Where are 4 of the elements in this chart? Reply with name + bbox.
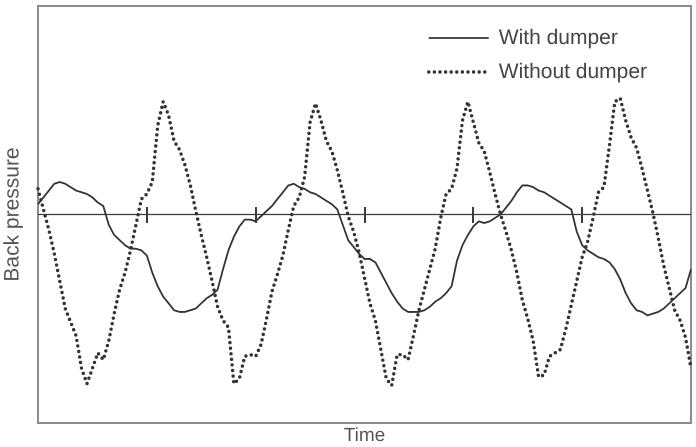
- legend-label: With dumper: [498, 26, 618, 49]
- x-axis-title: Time: [344, 424, 386, 446]
- legend-label: Without dumper: [498, 60, 648, 83]
- y-axis-title: Back pressure: [0, 147, 24, 282]
